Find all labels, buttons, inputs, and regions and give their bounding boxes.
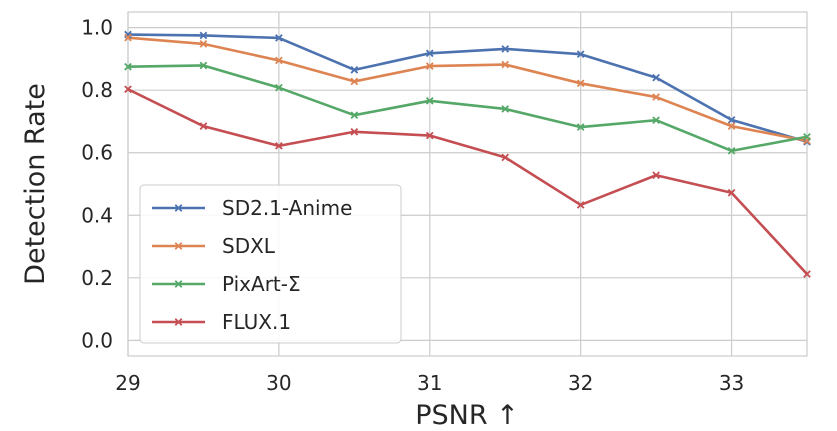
- data-point-flux-1: [124, 85, 132, 94]
- y-tick-label: 0.4: [81, 203, 113, 227]
- data-point-pixart: [124, 62, 132, 71]
- legend-label-flux-1: FLUX.1: [222, 310, 291, 334]
- data-point-pixart: [803, 132, 811, 141]
- x-tick-label: 29: [115, 371, 140, 395]
- y-tick-label: 0.2: [81, 266, 113, 290]
- legend: SD2.1-Anime SDXL PixArt-Σ FLUX.1: [139, 184, 402, 344]
- x-tick-label: 31: [417, 371, 442, 395]
- y-tick-label: 0.6: [81, 141, 113, 165]
- data-point-pixart: [275, 83, 283, 92]
- y-tick-label: 1.0: [81, 16, 113, 40]
- data-point-sd2-1-anime: [576, 50, 585, 59]
- data-point-sdxl: [275, 56, 283, 65]
- grid: [127, 12, 807, 356]
- series-line-sd2-1-anime: [126, 33, 809, 144]
- legend-label-pixart: PixArt-Σ: [222, 272, 301, 296]
- y-tick-label: 0.8: [81, 78, 113, 102]
- data-point-sd2-1-anime: [652, 73, 660, 82]
- data-point-flux-1: [803, 270, 811, 278]
- data-point-pixart: [727, 147, 736, 155]
- data-point-flux-1: [275, 142, 283, 150]
- data-point-pixart: [199, 61, 208, 70]
- data-point-pixart: [350, 111, 359, 120]
- data-point-sdxl: [652, 93, 660, 101]
- data-point-pixart: [576, 123, 585, 131]
- data-point-flux-1: [501, 153, 510, 162]
- x-tick-labels: 29 30 31 32 33: [115, 371, 744, 395]
- data-point-pixart: [501, 105, 510, 113]
- legend-label-sdxl: SDXL: [222, 234, 276, 258]
- legend-marker-sdxl: [174, 242, 183, 250]
- legend-box: [139, 184, 402, 344]
- series-markers: [124, 30, 811, 278]
- legend-label-sd2-1-anime: SD2.1-Anime: [222, 196, 352, 220]
- legend-marker-pixart: [174, 280, 183, 288]
- data-point-sdxl: [124, 33, 132, 42]
- series-lines: [126, 33, 809, 276]
- x-tick-label: 30: [266, 371, 291, 395]
- legend-marker-flux-1: [174, 318, 183, 326]
- data-point-sdxl: [199, 40, 208, 48]
- series-line-flux-1: [126, 87, 809, 276]
- data-point-sd2-1-anime: [727, 116, 736, 124]
- y-tick-labels: 0.0 0.2 0.4 0.6 0.8 1.0: [81, 16, 113, 353]
- data-point-flux-1: [425, 131, 434, 140]
- data-point-flux-1: [576, 201, 585, 209]
- x-tick-label: 33: [719, 371, 744, 395]
- legend-marker-sd2-1-anime: [174, 204, 183, 212]
- data-point-flux-1: [727, 188, 736, 197]
- data-point-sd2-1-anime: [425, 49, 434, 58]
- x-tick-label: 32: [568, 371, 593, 395]
- data-point-sd2-1-anime: [199, 31, 208, 40]
- data-point-sdxl: [576, 79, 585, 88]
- data-point-pixart: [652, 116, 660, 125]
- data-point-flux-1: [199, 122, 208, 130]
- data-point-sdxl: [350, 77, 359, 86]
- data-point-sd2-1-anime: [501, 45, 510, 53]
- data-point-sd2-1-anime: [275, 34, 283, 42]
- data-point-sdxl: [501, 60, 510, 69]
- series-line-pixart: [126, 64, 809, 153]
- data-point-flux-1: [652, 171, 660, 180]
- series-line-sdxl: [126, 36, 809, 143]
- data-point-sd2-1-anime: [350, 66, 359, 74]
- x-axis-label: PSNR ↑: [415, 400, 519, 431]
- y-axis-label: Detection Rate: [20, 83, 51, 285]
- data-point-pixart: [425, 96, 434, 105]
- data-point-flux-1: [350, 127, 359, 136]
- y-tick-label: 0.0: [81, 328, 113, 352]
- data-point-sdxl: [727, 122, 736, 130]
- data-point-sdxl: [425, 62, 434, 70]
